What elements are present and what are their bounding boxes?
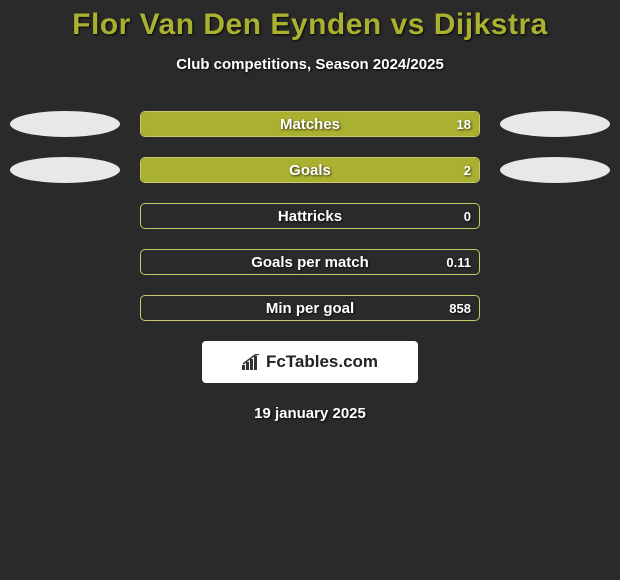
- stat-row: Matches 18: [0, 111, 620, 137]
- stat-row: Goals per match 0.11: [0, 249, 620, 275]
- logo-label: FcTables.com: [266, 352, 378, 372]
- stat-label: Hattricks: [141, 204, 479, 228]
- stat-bar: Hattricks 0: [140, 203, 480, 229]
- player-right-oval: [500, 157, 610, 183]
- stat-label: Goals per match: [141, 250, 479, 274]
- stat-row: Hattricks 0: [0, 203, 620, 229]
- page-subtitle: Club competitions, Season 2024/2025: [0, 56, 620, 73]
- stats-list: Matches 18 Goals 2 Hattricks 0: [0, 111, 620, 321]
- stat-bar: Goals per match 0.11: [140, 249, 480, 275]
- stat-row: Goals 2: [0, 157, 620, 183]
- player-left-oval: [10, 157, 120, 183]
- stat-row: Min per goal 858: [0, 295, 620, 321]
- stat-value: 2: [464, 158, 471, 182]
- page-title: Flor Van Den Eynden vs Dijkstra: [0, 8, 620, 42]
- stat-bar: Goals 2: [140, 157, 480, 183]
- stat-bar: Matches 18: [140, 111, 480, 137]
- player-left-oval: [10, 111, 120, 137]
- player-right-oval: [500, 249, 610, 275]
- stat-value: 18: [457, 112, 471, 136]
- snapshot-date: 19 january 2025: [0, 405, 620, 422]
- player-right-oval: [500, 203, 610, 229]
- player-left-oval: [10, 203, 120, 229]
- attribution-logo[interactable]: FcTables.com: [202, 341, 418, 383]
- comparison-card: Flor Van Den Eynden vs Dijkstra Club com…: [0, 0, 620, 422]
- player-right-oval: [500, 111, 610, 137]
- logo-text: FcTables.com: [242, 352, 378, 372]
- stat-label: Matches: [141, 112, 479, 136]
- stat-label: Min per goal: [141, 296, 479, 320]
- chart-icon: [242, 354, 262, 370]
- player-left-oval: [10, 295, 120, 321]
- stat-bar: Min per goal 858: [140, 295, 480, 321]
- stat-label: Goals: [141, 158, 479, 182]
- stat-value: 858: [449, 296, 471, 320]
- player-right-oval: [500, 295, 610, 321]
- stat-value: 0.11: [446, 250, 471, 274]
- player-left-oval: [10, 249, 120, 275]
- stat-value: 0: [464, 204, 471, 228]
